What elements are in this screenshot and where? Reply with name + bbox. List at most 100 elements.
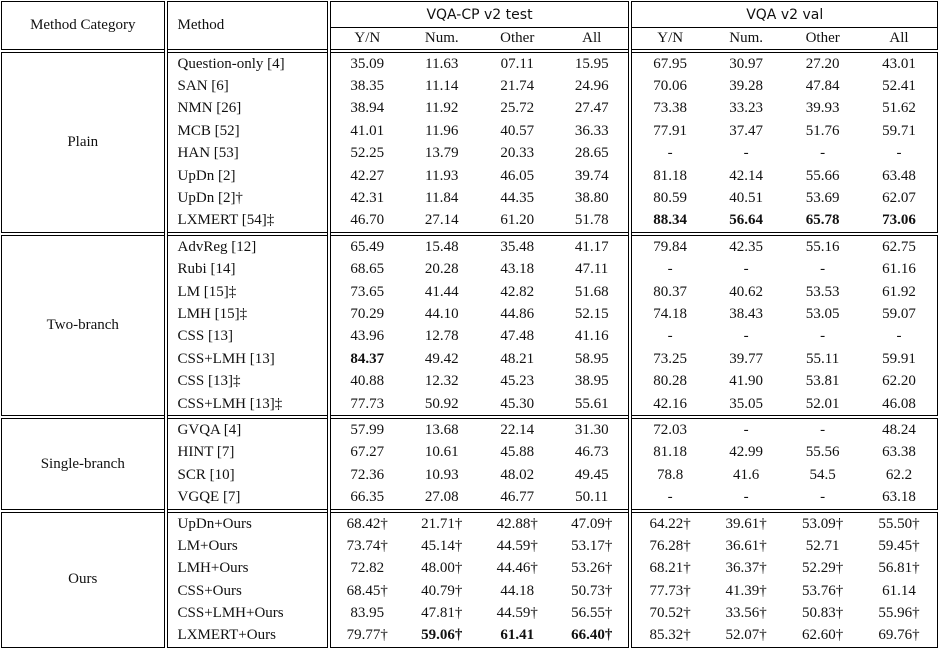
value-text: 66.35 xyxy=(350,489,385,506)
method-cell: UpDn [2] xyxy=(165,164,331,188)
value-cell: 27.08 xyxy=(404,486,479,510)
value-cell: 41.17 xyxy=(554,232,633,259)
value-cell: 55.16 xyxy=(784,232,861,259)
value-cell: 42.35 xyxy=(707,232,785,259)
value-text: 48.24 xyxy=(882,421,916,438)
value-text: 44.59† xyxy=(496,537,538,554)
method-cell: Question-only [4] xyxy=(165,48,331,76)
value-text: 73.74† xyxy=(346,537,388,554)
value-cell: 53.05 xyxy=(784,303,860,325)
value-cell: 30.97 xyxy=(707,48,785,76)
value-text: 72.36 xyxy=(350,466,385,483)
value-text: 37.47 xyxy=(729,122,764,139)
value-text: 46.77 xyxy=(500,489,535,506)
value-text: 47.81† xyxy=(421,605,463,622)
value-text: 47.84 xyxy=(805,78,840,95)
method-cell: UpDn [2]† xyxy=(165,187,331,210)
value-text: - xyxy=(743,261,749,278)
value-cell: 41.16 xyxy=(554,325,633,349)
value-text: 67.95 xyxy=(653,55,688,72)
value-text: 45.14† xyxy=(421,537,463,554)
value-text: 62.60† xyxy=(802,627,844,644)
value-cell: 73.38 xyxy=(630,98,707,120)
value-cell: 53.53 xyxy=(784,281,860,303)
value-text: 33.23 xyxy=(729,100,764,117)
method-cell: AdvReg [12] xyxy=(165,232,331,259)
value-cell: 38.35 xyxy=(329,75,404,97)
value-cell: 38.43 xyxy=(708,303,784,325)
value-cell: 20.33 xyxy=(480,143,555,165)
value-text: - xyxy=(743,421,749,438)
value-cell: 55.50† xyxy=(860,508,938,536)
value-cell: 55.56 xyxy=(784,442,860,464)
value-cell: - xyxy=(784,415,861,442)
value-text: 53.05 xyxy=(805,305,840,322)
value-cell: 67.95 xyxy=(630,48,708,76)
value-cell: 70.29 xyxy=(329,303,404,325)
value-text: 42.31 xyxy=(350,190,385,207)
value-cell: 45.23 xyxy=(480,370,555,392)
value-cell: 12.32 xyxy=(404,370,479,392)
value-text: 41.90 xyxy=(729,373,764,390)
value-cell: 55.96† xyxy=(860,602,938,625)
value-text: 78.8 xyxy=(657,466,684,483)
value-text: 40.57 xyxy=(500,122,535,139)
value-cell: - xyxy=(630,326,707,348)
value-cell: - xyxy=(708,259,784,281)
method-cell: CSS+Ours xyxy=(165,579,331,603)
value-text: 79.77† xyxy=(346,627,388,644)
header-row: Method Category Method VQA-CP v2 test VQ… xyxy=(0,1,939,52)
value-cell: 59.45† xyxy=(860,535,938,558)
value-text: 68.45† xyxy=(346,582,388,599)
value-text: 52.15 xyxy=(574,305,609,322)
value-cell: 51.76 xyxy=(784,120,860,142)
method-cell: UpDn+Ours xyxy=(165,508,331,536)
value-text: 50.92 xyxy=(424,395,459,412)
value-cell: 36.37† xyxy=(708,558,784,580)
value-cell: 50.11 xyxy=(554,486,633,511)
method-cell: LMH+Ours xyxy=(165,557,331,580)
value-text: 73.65 xyxy=(350,283,385,300)
value-text: 42.82 xyxy=(500,283,535,300)
value-cell: 68.65 xyxy=(329,259,404,281)
value-text: 47.48 xyxy=(500,328,535,345)
header-cell: Method Category xyxy=(0,1,168,52)
value-text: 40.79† xyxy=(421,582,463,599)
value-cell: 63.38 xyxy=(860,441,938,465)
value-cell: 85.32† xyxy=(630,624,708,648)
value-cell: 39.77 xyxy=(708,348,784,370)
value-cell: 62.20 xyxy=(860,370,938,393)
value-text: 70.29 xyxy=(350,305,385,322)
value-text: 73.06 xyxy=(882,212,916,229)
value-cell: 47.48 xyxy=(480,326,555,348)
value-cell: 22.14 xyxy=(479,415,555,442)
value-cell: 39.28 xyxy=(708,75,784,97)
value-cell: 88.34 xyxy=(630,210,707,234)
value-cell: 63.48 xyxy=(860,164,938,188)
value-cell: 67.27 xyxy=(329,442,404,464)
table-row: LXMERT [54]‡ 46.70 27.14 61.20 51.78 88.34 56.… xyxy=(2,209,938,235)
value-text: 81.18 xyxy=(653,444,688,461)
table-row: CSS+LMH [13] 84.37 49.42 48.21 58.95 73.25 39.… xyxy=(2,348,938,371)
value-cell: 66.35 xyxy=(329,486,404,510)
value-text: 21.74 xyxy=(500,78,535,95)
column-header: Num. xyxy=(404,27,480,52)
value-cell: 73.65 xyxy=(329,281,404,303)
value-text: 39.74 xyxy=(574,167,609,184)
value-text: 80.37 xyxy=(653,283,688,300)
value-text: 46.70 xyxy=(350,212,385,229)
value-cell: 42.14 xyxy=(708,165,784,187)
value-text: 40.88 xyxy=(350,373,385,390)
value-cell: 68.21† xyxy=(630,558,707,580)
value-text: 12.32 xyxy=(424,373,459,390)
value-cell: 73.74† xyxy=(329,535,404,557)
value-text: 38.43 xyxy=(729,305,764,322)
value-text: 12.78 xyxy=(424,328,459,345)
value-text: - xyxy=(820,328,826,345)
value-cell: - xyxy=(630,259,707,281)
value-cell: 43.01 xyxy=(860,48,938,76)
value-text: 36.61† xyxy=(725,537,767,554)
value-text: 59.45† xyxy=(878,537,920,554)
value-cell: 80.59 xyxy=(630,187,707,209)
value-cell: 52.07† xyxy=(707,624,785,648)
